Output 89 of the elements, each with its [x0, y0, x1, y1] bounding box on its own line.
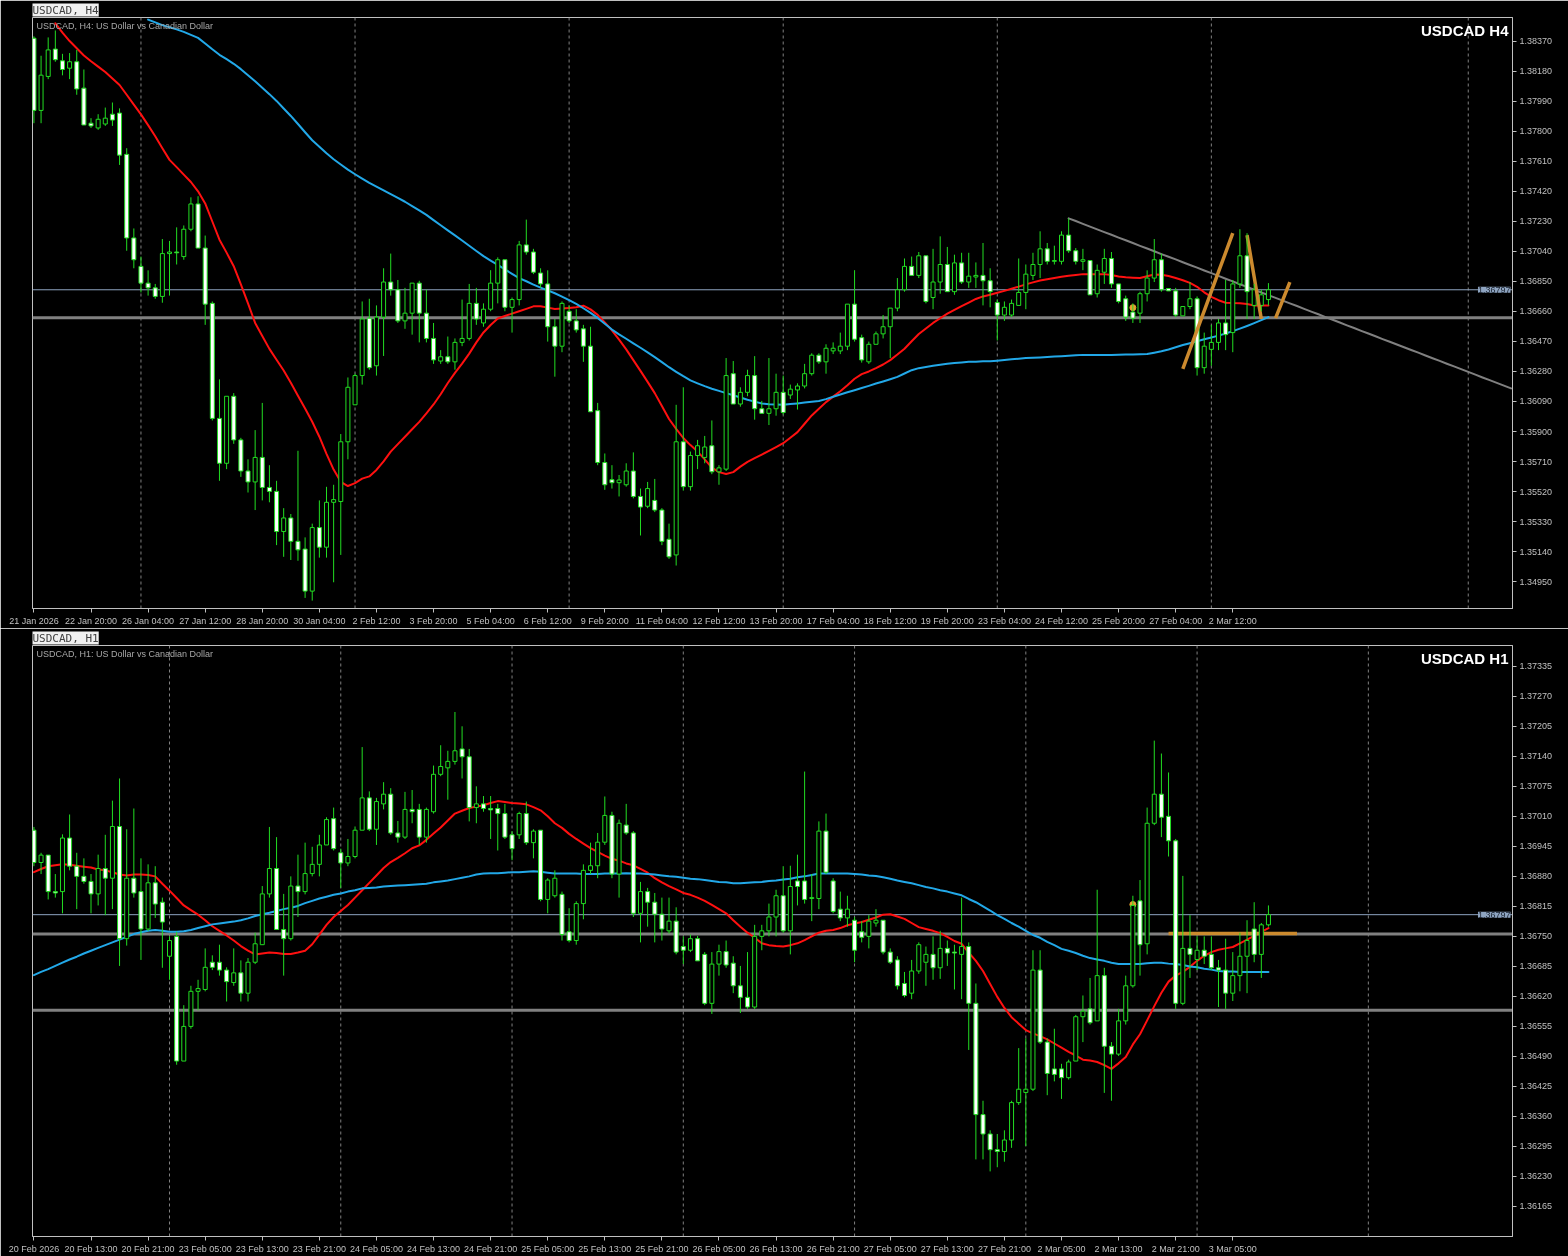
x-tick-label: 23 Feb 04:00: [977, 615, 1031, 626]
y-tick-label: 1.38370: [1519, 36, 1553, 47]
chart-subtitle: USDCAD, H1: US Dollar vs Canadian Dollar: [36, 648, 214, 659]
x-tick-label: 25 Feb 13:00: [578, 1243, 632, 1254]
y-tick-label: 1.35520: [1519, 486, 1553, 497]
x-tick-label: 27 Feb 21:00: [977, 1243, 1031, 1254]
x-tick-label: 2 Mar 12:00: [1208, 615, 1257, 626]
annotation: USDCAD H1: [1420, 649, 1509, 667]
y-tick-label: 1.36750: [1519, 931, 1553, 942]
x-tick-label: 25 Feb 21:00: [635, 1243, 689, 1254]
x-tick-label: 23 Feb 05:00: [178, 1243, 232, 1254]
y-tick-label: 1.36090: [1519, 396, 1553, 407]
x-tick-label: 26 Feb 13:00: [749, 1243, 803, 1254]
x-tick-label: 2 Feb 12:00: [352, 615, 401, 626]
y-tick-label: 1.36660: [1519, 306, 1553, 317]
x-tick-label: 28 Jan 20:00: [236, 615, 289, 626]
y-tick-label: 1.36880: [1519, 871, 1553, 882]
y-tick-label: 1.37990: [1519, 96, 1553, 107]
y-tick-label: 1.37230: [1519, 216, 1553, 227]
x-tick-label: 24 Feb 13:00: [407, 1243, 461, 1254]
y-tick-label: 1.37140: [1519, 751, 1553, 762]
y-tick-label: 1.36470: [1519, 336, 1553, 347]
y-tick-label: 1.37800: [1519, 126, 1553, 137]
y-tick-label: 1.36295: [1519, 1141, 1553, 1152]
x-tick-label: 26 Feb 05:00: [692, 1243, 746, 1254]
x-tick-label: 23 Feb 21:00: [292, 1243, 346, 1254]
x-tick-label: 19 Feb 20:00: [920, 615, 974, 626]
x-tick-label: 24 Feb 05:00: [349, 1243, 403, 1254]
x-tick-label: 18 Feb 12:00: [863, 615, 917, 626]
y-tick-label: 1.37040: [1519, 246, 1553, 257]
x-tick-label: 25 Feb 05:00: [521, 1243, 575, 1254]
y-tick-label: 1.37075: [1519, 781, 1553, 792]
x-tick-label: 27 Feb 04:00: [1149, 615, 1203, 626]
ref-line-label: 1.36797: [1477, 284, 1511, 295]
y-tick-label: 1.36620: [1519, 991, 1553, 1002]
x-tick-label: 20 Feb 2026: [8, 1243, 60, 1254]
x-tick-label: 26 Jan 04:00: [122, 615, 175, 626]
x-tick-label: 3 Feb 20:00: [409, 615, 458, 626]
x-tick-label: 2 Mar 05:00: [1037, 1243, 1086, 1254]
x-tick-label: 27 Jan 12:00: [179, 615, 232, 626]
x-tick-label: 13 Feb 20:00: [749, 615, 803, 626]
x-tick-label: 25 Feb 20:00: [1092, 615, 1146, 626]
x-tick-label: 12 Feb 12:00: [692, 615, 746, 626]
x-tick-label: 27 Feb 05:00: [863, 1243, 917, 1254]
y-tick-label: 1.35140: [1519, 546, 1553, 557]
y-tick-label: 1.36165: [1519, 1201, 1553, 1212]
x-tick-label: 30 Jan 04:00: [293, 615, 346, 626]
y-tick-label: 1.36425: [1519, 1081, 1553, 1092]
x-tick-label: 3 Mar 05:00: [1208, 1243, 1257, 1254]
chart-title: USDCAD, H4: [32, 3, 100, 17]
y-tick-label: 1.35330: [1519, 516, 1553, 527]
x-tick-label: 23 Feb 13:00: [235, 1243, 289, 1254]
y-tick-label: 1.35900: [1519, 426, 1553, 437]
y-tick-label: 1.37335: [1519, 661, 1553, 672]
x-tick-label: 27 Feb 13:00: [920, 1243, 974, 1254]
x-tick-label: 17 Feb 04:00: [806, 615, 860, 626]
x-tick-label: 24 Feb 21:00: [464, 1243, 518, 1254]
y-tick-label: 1.36280: [1519, 366, 1553, 377]
x-tick-label: 26 Feb 21:00: [806, 1243, 860, 1254]
y-tick-label: 1.37420: [1519, 186, 1553, 197]
y-tick-label: 1.37610: [1519, 156, 1553, 167]
chart-title: USDCAD, H1: [32, 631, 99, 645]
x-tick-label: 20 Feb 21:00: [121, 1243, 175, 1254]
y-tick-label: 1.36555: [1519, 1021, 1553, 1032]
y-tick-label: 1.36685: [1519, 961, 1553, 972]
y-tick-label: 1.37010: [1519, 811, 1553, 822]
x-tick-label: 21 Jan 2026: [9, 615, 59, 626]
y-tick-label: 1.36850: [1519, 276, 1553, 287]
x-tick-label: 2 Mar 13:00: [1094, 1243, 1143, 1254]
y-tick-label: 1.34950: [1519, 576, 1553, 587]
x-tick-label: 2 Mar 21:00: [1151, 1243, 1200, 1254]
y-tick-label: 1.35710: [1519, 456, 1553, 467]
annotation: USDCAD H4: [1420, 21, 1510, 39]
x-tick-label: 20 Feb 13:00: [64, 1243, 118, 1254]
y-tick-label: 1.36360: [1519, 1111, 1553, 1122]
y-tick-label: 1.38180: [1519, 66, 1553, 77]
x-tick-label: 24 Feb 12:00: [1034, 615, 1089, 626]
y-tick-label: 1.36815: [1519, 901, 1553, 912]
x-tick-label: 5 Feb 04:00: [466, 615, 515, 626]
x-tick-label: 22 Jan 20:00: [64, 615, 118, 626]
x-tick-label: 9 Feb 20:00: [580, 615, 629, 626]
ref-line-label: 1.36797: [1477, 909, 1511, 920]
x-tick-label: 6 Feb 12:00: [523, 615, 572, 626]
x-tick-label: 11 Feb 04:00: [635, 615, 689, 626]
y-tick-label: 1.37205: [1519, 721, 1553, 732]
y-tick-label: 1.37270: [1519, 691, 1553, 702]
y-tick-label: 1.36490: [1519, 1051, 1553, 1062]
y-tick-label: 1.36945: [1519, 841, 1553, 852]
y-tick-label: 1.36230: [1519, 1171, 1553, 1182]
